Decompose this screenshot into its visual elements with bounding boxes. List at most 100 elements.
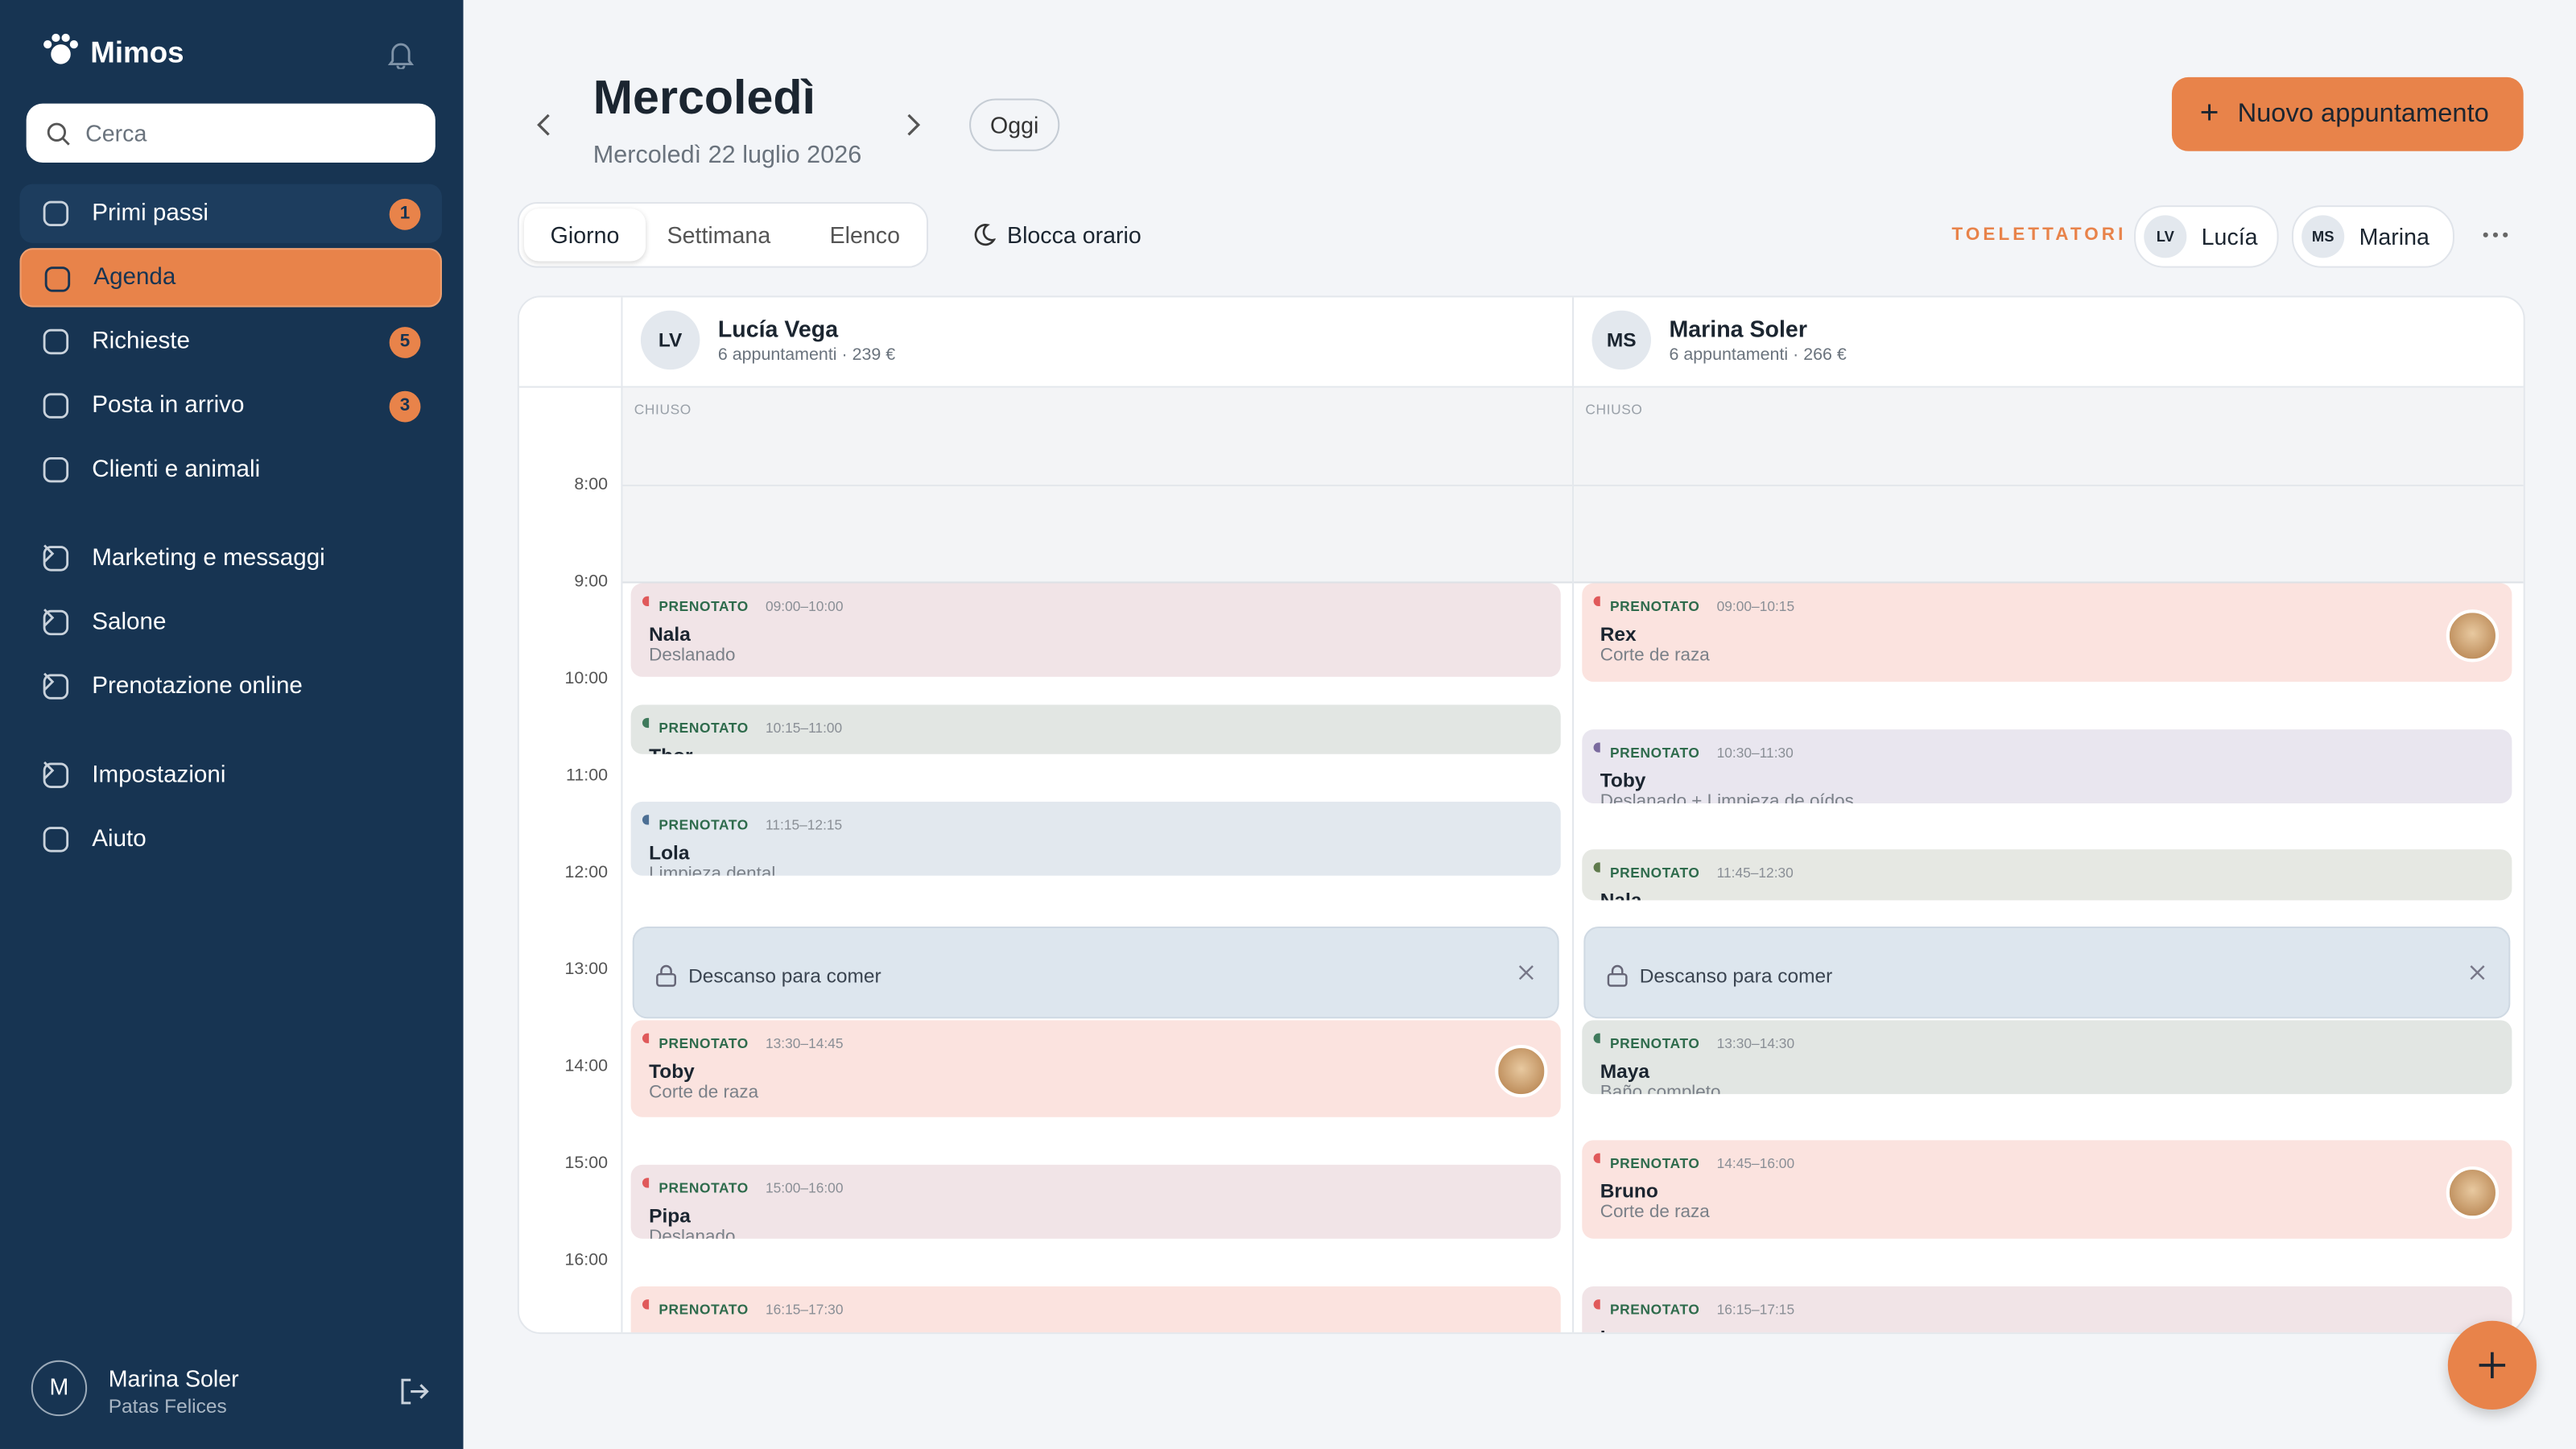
nav-item[interactable]: Primi passi 1 [19, 184, 442, 244]
today-button[interactable]: Oggi [969, 98, 1060, 151]
status: PRENOTATO [1609, 1034, 1700, 1051]
nav-icon [43, 393, 69, 419]
groomer-avatar: MS [1591, 310, 1652, 370]
nav-item[interactable]: Impostazioni [19, 746, 441, 805]
logo-icon [43, 33, 78, 64]
break-block[interactable]: Descanso para comer [1583, 925, 2511, 1018]
pet-name: Toby [649, 1059, 695, 1082]
status-dot [1593, 1032, 1600, 1042]
fab[interactable] [2447, 1320, 2537, 1410]
pet-photo [2446, 1166, 2500, 1220]
status-dot [1593, 741, 1600, 752]
groomer-summary: 6 appuntamenti · 266 € [1669, 345, 1847, 365]
calendar: LV Lucía Vega 6 appuntamenti · 239 € CHIUSO… [517, 295, 2525, 1335]
pet-photo [1495, 1045, 1548, 1099]
status: PRENOTATO [658, 1179, 749, 1196]
more[interactable] [2481, 230, 2511, 240]
nav-label: Richieste [92, 328, 190, 355]
service: Deslanado [649, 646, 736, 666]
view-tab[interactable]: Giorno [524, 208, 646, 262]
groomer-summary: 6 appuntamenti · 239 € [717, 345, 896, 365]
appointment[interactable]: PRENOTATO 14:45–16:00 Bruno Corte de raza [1582, 1140, 2512, 1239]
next-day[interactable] [903, 112, 923, 138]
nav-icon [43, 456, 69, 483]
nav-label: Agenda [93, 264, 176, 291]
groomer-chip[interactable]: MS Marina [2291, 205, 2454, 268]
nav-item[interactable]: Aiuto [19, 810, 441, 869]
pet-name: Maya [1600, 1059, 1650, 1082]
hour-label: 13:00 [564, 959, 609, 980]
pet-name: Lola [649, 840, 690, 864]
groomer-chip[interactable]: LV Lucía [2133, 205, 2279, 268]
status-dot [642, 717, 650, 728]
logout[interactable] [398, 1375, 431, 1408]
status-dot [1593, 596, 1600, 607]
brand: Mimos [90, 35, 184, 69]
pet-name: Thor [649, 744, 692, 754]
hour-label: 14:00 [564, 1056, 609, 1076]
status: PRENOTATO [658, 719, 749, 736]
pet-photo [2446, 609, 2500, 663]
hour-label: 9:00 [574, 572, 609, 592]
nav-item[interactable]: Marketing e messaggi [19, 529, 441, 588]
prev-day[interactable] [534, 112, 553, 138]
col-divider [1572, 297, 1575, 1333]
nav-item[interactable]: Richieste 5 [19, 312, 441, 371]
view-tab[interactable]: Elenco [829, 221, 900, 249]
chevron [43, 544, 55, 563]
time-range: 10:30–11:30 [1716, 743, 1794, 760]
pet-name: Nala [649, 622, 691, 646]
hour-label: 8:00 [574, 474, 609, 495]
closed-label: CHIUSO [634, 400, 691, 418]
status: PRENOTATO [658, 1300, 749, 1318]
nav-label: Clienti e animali [92, 456, 261, 483]
nav-icon [43, 762, 69, 788]
nav-item[interactable]: Posta in arrivo 3 [19, 376, 441, 435]
search-placeholder: Cerca [85, 119, 147, 147]
hour-label: 15:00 [564, 1153, 609, 1174]
status-dot [642, 1178, 650, 1188]
appointment[interactable]: PRENOTATO 10:15–11:00 Thor [630, 704, 1561, 754]
status-dot [1593, 862, 1600, 873]
close-icon[interactable] [1518, 964, 1534, 980]
appointment[interactable]: PRENOTATO 13:30–14:30 Maya Baño completo [1582, 1019, 2512, 1094]
appointment[interactable]: PRENOTATO 16:15–17:30 [630, 1286, 1561, 1333]
chip-initials: MS [2301, 215, 2345, 258]
page-title: Mercoledì [592, 72, 816, 126]
time-range: 09:00–10:00 [766, 597, 844, 615]
close-icon[interactable] [2469, 964, 2485, 980]
nav-item[interactable]: Agenda [19, 248, 442, 308]
service: Corte de raza [649, 1081, 759, 1102]
hour-line [622, 485, 1573, 487]
status: PRENOTATO [1609, 1155, 1700, 1172]
appointment[interactable]: PRENOTATO 10:30–11:30 Toby Deslanado + Limp… [1582, 729, 2512, 803]
bell[interactable] [386, 39, 416, 69]
appointment[interactable]: PRENOTATO 09:00–10:00 Nala Deslanado [630, 583, 1561, 677]
appointment[interactable]: PRENOTATO 16:15–17:15 Luna [1582, 1286, 2512, 1333]
status: PRENOTATO [1609, 1300, 1700, 1318]
service: Deslanado [649, 1227, 736, 1239]
appointment[interactable]: PRENOTATO 15:00–16:00 Pipa Deslanado [630, 1164, 1561, 1239]
nav-item[interactable]: Prenotazione online [19, 657, 441, 716]
appointment[interactable]: PRENOTATO 11:45–12:30 Nala [1582, 849, 2512, 900]
status-dot [642, 596, 650, 607]
hour-label: 16:00 [564, 1250, 609, 1270]
hour-label: 12:00 [564, 862, 609, 882]
block-time[interactable]: Blocca orario [1007, 221, 1141, 249]
appointment[interactable]: PRENOTATO 13:30–14:45 Toby Corte de raza [630, 1019, 1561, 1118]
pet-name: Rex [1600, 622, 1637, 646]
search-box[interactable]: Cerca [26, 103, 436, 163]
view-tab[interactable]: Settimana [667, 221, 771, 249]
time-range: 09:00–10:15 [1716, 597, 1795, 615]
nav-item[interactable]: Salone [19, 593, 441, 652]
closed-label: CHIUSO [1585, 400, 1643, 418]
chevron [43, 761, 55, 780]
new-appointment[interactable]: + Nuovo appuntamento [2171, 76, 2524, 151]
appointment[interactable]: PRENOTATO 11:15–12:15 Lola Limpieza dental [630, 801, 1561, 876]
chevron [43, 609, 55, 627]
appointment[interactable]: PRENOTATO 09:00–10:15 Rex Corte de raza [1582, 583, 2512, 682]
nav-label: Salone [92, 609, 167, 636]
break-block[interactable]: Descanso para comer [632, 925, 1559, 1018]
nav-label: Aiuto [92, 826, 147, 853]
nav-item[interactable]: Clienti e animali [19, 440, 441, 499]
